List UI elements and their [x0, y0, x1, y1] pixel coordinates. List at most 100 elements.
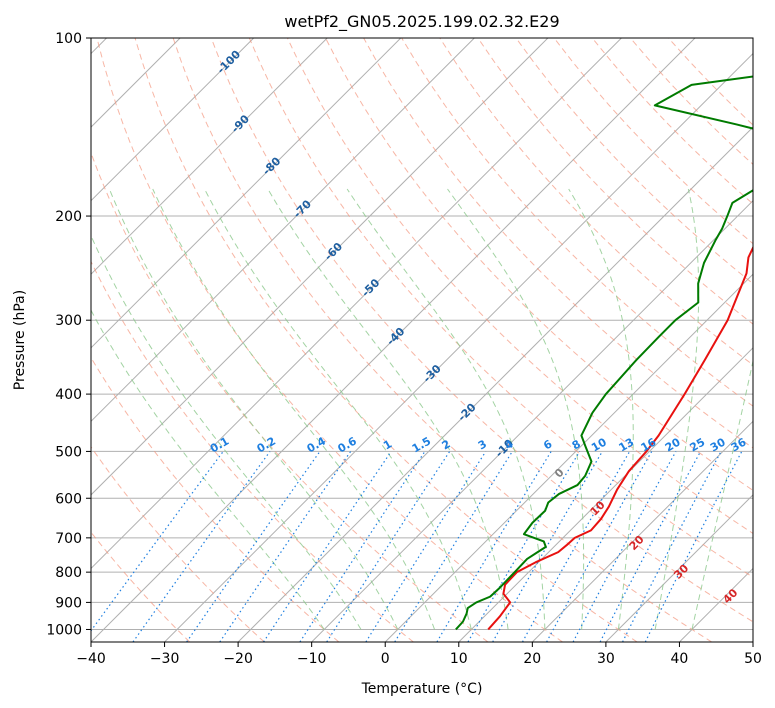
isotherm-line	[237, 126, 753, 642]
isotherm-label: -80	[260, 154, 283, 177]
isotherm-line	[91, 38, 549, 496]
mixing-ratio-line	[572, 451, 677, 642]
mixing-ratio-lines	[91, 451, 743, 642]
isotherm-line	[679, 567, 753, 642]
isotherm-label: 10	[588, 498, 608, 518]
y-tick-label: 1000	[46, 623, 82, 639]
plot-frame	[90, 37, 754, 643]
chart-title: wetPf2_GN05.2025.199.02.32.E29	[284, 12, 559, 32]
dry-adiabat	[591, 38, 753, 205]
moist-adiabat	[568, 188, 634, 630]
isotherm-line	[91, 38, 255, 202]
isotherm-line	[458, 347, 753, 642]
moist-adiabat	[447, 188, 585, 630]
mixing-ratio-line	[644, 451, 743, 642]
mixing-ratio-label: 6	[541, 437, 554, 452]
x-tick-label: 20	[523, 651, 541, 667]
moist-adiabat	[91, 234, 362, 630]
isotherm-label: 30	[671, 561, 691, 581]
isotherm-label: 20	[627, 533, 647, 553]
x-tick-label: −30	[150, 651, 180, 667]
dry-adiabat	[91, 445, 265, 642]
isotherm-line	[384, 273, 753, 642]
temperature-profile	[487, 245, 753, 631]
mixing-ratio-line	[521, 451, 631, 642]
dry-adiabat	[286, 38, 753, 535]
isotherm-line	[91, 38, 402, 349]
background-grid	[91, 38, 753, 642]
x-tick-label: 40	[670, 651, 688, 667]
dry-adiabat	[91, 260, 414, 642]
mixing-ratio-label: 8	[570, 437, 583, 452]
mixing-ratio-label: 1	[381, 437, 394, 452]
mixing-ratio-label: 2	[440, 437, 453, 452]
dry-adiabat	[134, 38, 638, 642]
x-axis-title: Temperature (°C)	[361, 681, 483, 697]
mixing-ratio-line	[365, 451, 487, 642]
isotherm-label: -70	[291, 197, 314, 220]
mixing-ratio-label: 0.2	[255, 434, 278, 455]
dry-adiabat	[91, 151, 489, 642]
mixing-ratio-labels: 0.1 0.2 0.4 0.6 1 1.5 2 3 4 6 8 10 13 16 20 25 30 36	[208, 434, 749, 455]
y-tick-label: 200	[55, 209, 82, 225]
mixing-ratio-line	[546, 451, 653, 642]
dewpoint-profile	[455, 75, 753, 631]
moist-adiabat	[152, 188, 436, 630]
isotherm-label: -20	[455, 400, 478, 423]
mixing-ratio-label: 0.1	[208, 434, 231, 455]
dry-adiabat	[91, 356, 340, 642]
x-tick-label: −20	[223, 651, 253, 667]
x-tick-label: 50	[744, 651, 762, 667]
sounding-profiles	[455, 75, 753, 631]
mixing-ratio-line	[326, 451, 451, 642]
mixing-ratio-line	[263, 451, 392, 642]
dry-adiabat	[172, 38, 713, 642]
isotherm-label: -90	[229, 112, 252, 135]
isotherm-line	[91, 38, 475, 423]
mixing-ratio-line	[186, 451, 321, 642]
mixing-ratio-label: 3	[476, 437, 489, 452]
y-tick-label: 700	[55, 531, 82, 547]
mixing-ratio-label: 0.4	[305, 434, 329, 455]
y-tick-label: 900	[55, 595, 82, 611]
mixing-ratio-line	[219, 451, 352, 642]
isotherm-line	[605, 494, 753, 642]
isotherm-line	[164, 52, 753, 642]
mixing-ratio-line	[599, 451, 702, 642]
dry-adiabat	[439, 38, 753, 366]
y-tick-label: 400	[55, 387, 82, 403]
mixing-ratio-line	[436, 451, 552, 642]
mixing-ratio-line	[299, 451, 426, 642]
dry-adiabat	[210, 38, 753, 623]
mixing-ratio-label: 0.6	[335, 434, 359, 455]
mixing-ratio-line	[132, 451, 271, 642]
moist-adiabat	[691, 358, 753, 630]
x-tick-label: −10	[297, 651, 327, 667]
y-tick-label: 500	[55, 444, 82, 460]
moist-adiabat	[267, 188, 509, 630]
dry-adiabat	[668, 38, 753, 126]
x-tick-label: 0	[381, 651, 390, 667]
moist-adiabats	[91, 188, 753, 630]
y-axis: 100 200 300 400 500 600 700 800 900 1000	[46, 31, 91, 639]
isotherm-line	[531, 420, 753, 642]
y-tick-label: 600	[55, 491, 82, 507]
isotherm-line	[91, 38, 328, 275]
mixing-ratio-line	[467, 451, 581, 642]
dry-adiabat	[515, 38, 753, 285]
moist-adiabat	[91, 309, 325, 630]
isotherm-line	[91, 38, 696, 642]
dry-adiabat	[553, 38, 753, 245]
dry-adiabat	[96, 38, 563, 642]
mixing-ratio-line	[91, 451, 224, 632]
dry-adiabat	[91, 531, 191, 642]
isotherm-line	[752, 641, 753, 642]
x-tick-label: 30	[597, 651, 615, 667]
moist-adiabat	[108, 188, 399, 630]
mixing-ratio-line	[394, 451, 513, 642]
y-axis-title: Pressure (hPa)	[12, 290, 28, 390]
isotherm-line	[91, 38, 622, 570]
dry-adiabat	[248, 38, 753, 578]
